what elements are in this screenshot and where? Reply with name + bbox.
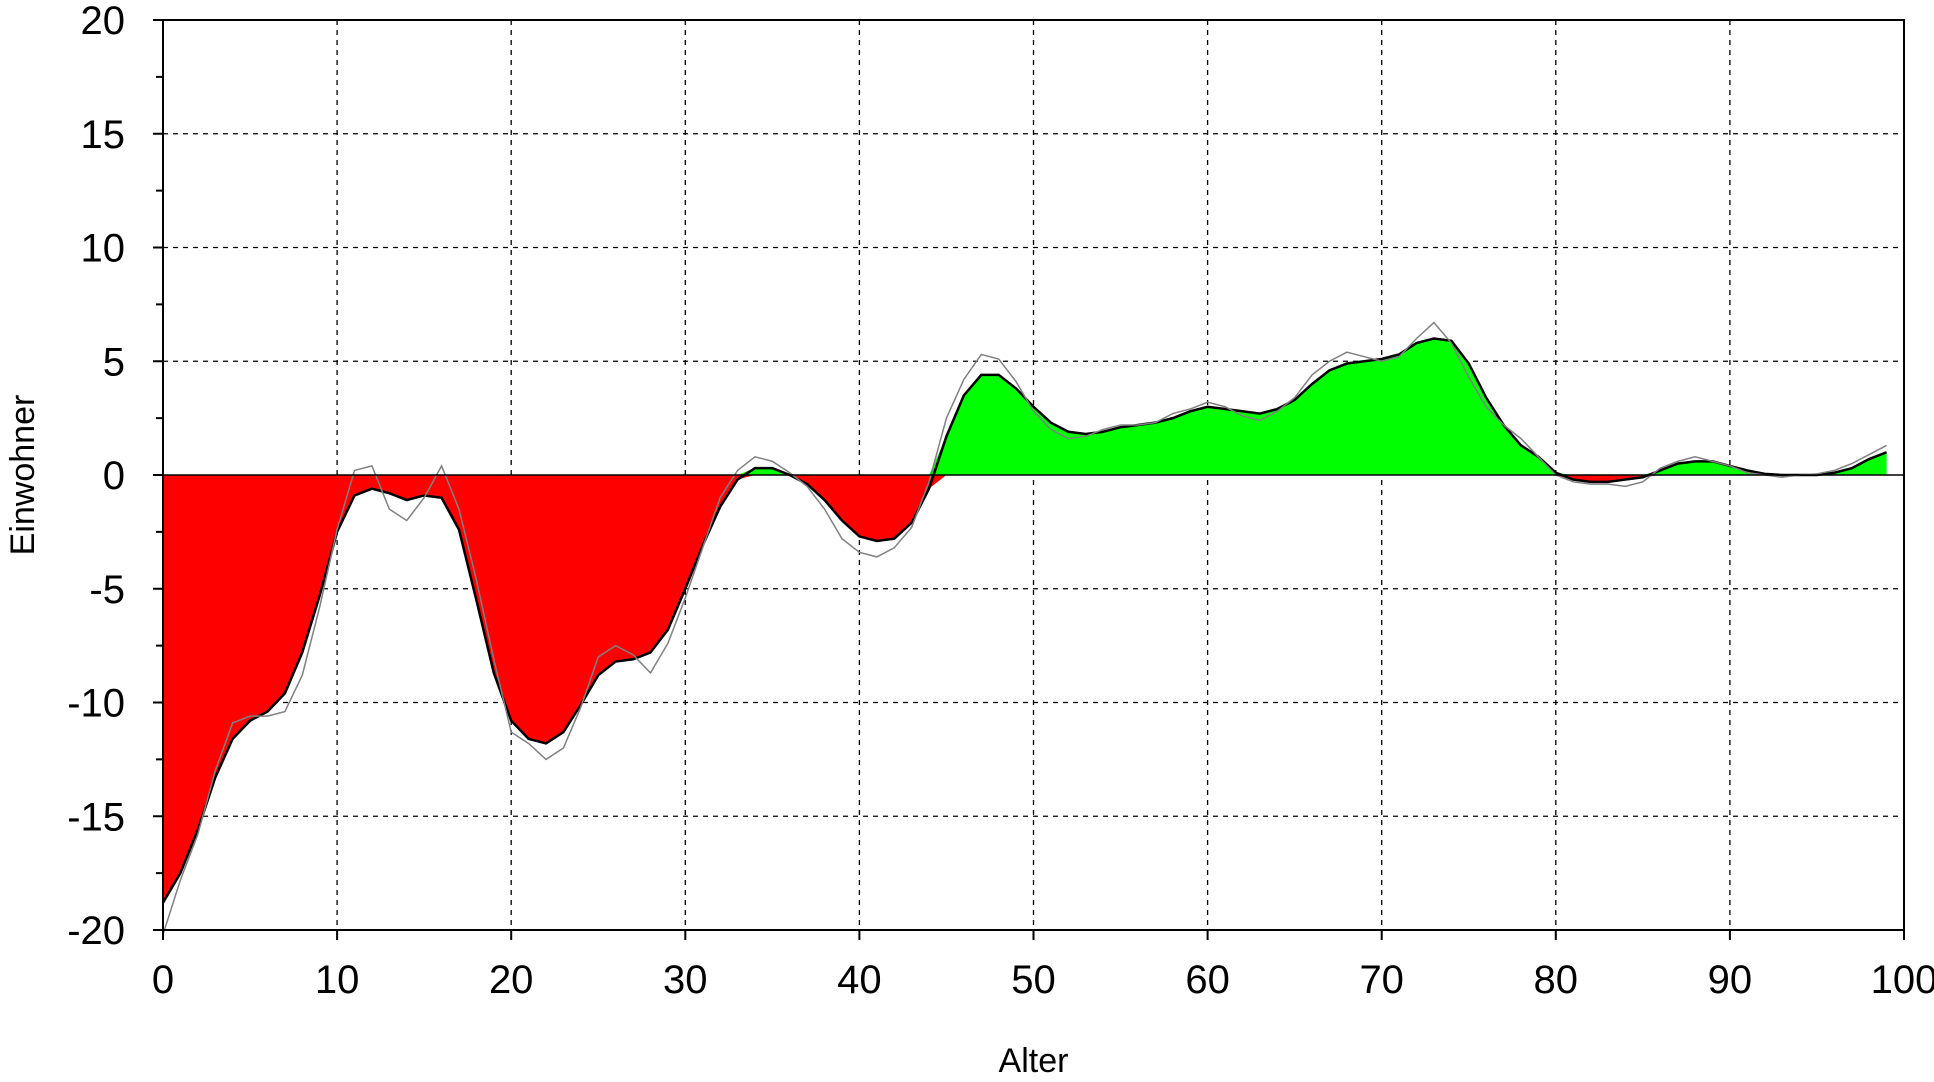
raw-series-line [162,321,1887,935]
positive-area [163,338,1887,475]
y-tick-label: -15 [67,795,125,839]
axis-ticks: 0 10 20 30 40 50 60 70 80 90 10020151050-5-10-15-2… [67,0,1934,1002]
y-tick-label: -20 [67,909,125,953]
y-tick-label: 20 [81,0,126,43]
y-tick-label: -10 [67,682,125,726]
series-lines [161,321,1888,935]
area-fills [163,338,1887,903]
y-tick-label: 5 [103,340,125,384]
x-tick-label: 20 [489,958,534,1002]
x-tick-label: 60 [1185,958,1230,1002]
x-tick-label: 0 [152,958,174,1002]
x-axis-title: Alter [999,1042,1069,1080]
x-tick-label: 90 [1708,958,1753,1002]
y-tick-label: 15 [81,113,126,157]
x-tick-label: 10 [315,958,360,1002]
x-tick-label: 30 [663,958,708,1002]
y-tick-label: 10 [81,227,126,271]
y-tick-label: -5 [89,568,125,612]
x-tick-label: 50 [1011,958,1056,1002]
x-tick-label: 100 [1871,958,1934,1002]
y-tick-label: 0 [103,454,125,498]
x-tick-label: 80 [1534,958,1579,1002]
x-tick-label: 70 [1359,958,1404,1002]
y-axis-title: Einwohner [4,395,42,556]
x-tick-label: 40 [837,958,882,1002]
negative-area [163,475,1887,903]
